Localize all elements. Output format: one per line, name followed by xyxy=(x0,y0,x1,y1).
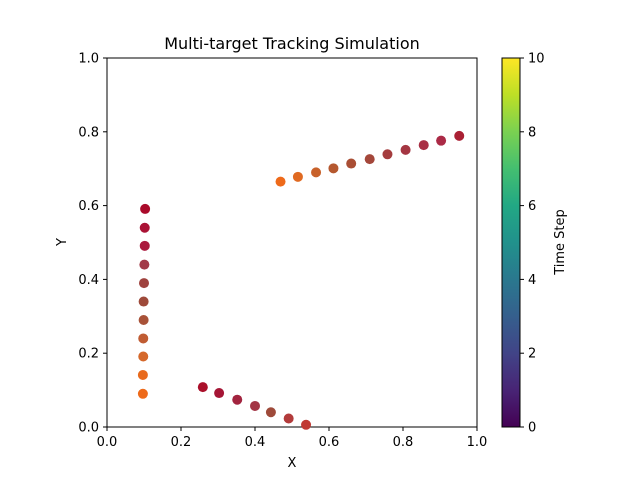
plot-frame xyxy=(106,57,478,428)
data-point xyxy=(346,158,357,169)
data-point xyxy=(364,154,375,165)
y-tick-label: 0.6 xyxy=(78,199,99,214)
colorbar-tick-label: 4 xyxy=(528,273,536,288)
colorbar-ticks: 0 2 4 6 8 10 xyxy=(520,52,545,436)
colorbar-frame xyxy=(501,57,521,428)
colorbar-label: Time Step xyxy=(553,209,568,276)
x-tick-label: 0.2 xyxy=(171,435,192,450)
points-layer xyxy=(137,130,465,430)
x-axis-ticks: 0.0 0.2 0.4 0.6 0.8 1.0 xyxy=(97,427,488,450)
y-tick-label: 0.0 xyxy=(78,421,99,436)
y-tick-label: 1.0 xyxy=(78,52,99,67)
colorbar-tick-label: 10 xyxy=(528,52,545,67)
data-point xyxy=(283,413,294,424)
data-point xyxy=(138,314,149,325)
data-point xyxy=(137,369,148,380)
series-1 xyxy=(275,130,465,187)
y-tick-label: 0.8 xyxy=(78,125,99,140)
data-point xyxy=(232,394,243,405)
data-point xyxy=(214,388,225,399)
data-point xyxy=(250,400,260,411)
colorbar-tick-label: 2 xyxy=(528,347,536,362)
x-tick-label: 0.8 xyxy=(393,435,414,450)
data-point xyxy=(265,407,276,418)
data-point xyxy=(138,296,149,307)
x-tick-label: 0.4 xyxy=(245,435,266,450)
data-point xyxy=(400,144,411,155)
data-point xyxy=(138,351,149,362)
data-point xyxy=(139,240,150,251)
data-point xyxy=(382,149,393,160)
series-2 xyxy=(137,203,151,399)
x-tick-label: 1.0 xyxy=(467,435,488,450)
x-tick-label: 0.6 xyxy=(319,435,340,450)
data-point xyxy=(140,203,151,214)
colorbar-tick-label: 6 xyxy=(528,199,536,214)
y-axis-ticks: 0.0 0.2 0.4 0.6 0.8 1.0 xyxy=(78,52,107,436)
data-point xyxy=(418,140,429,151)
data-point xyxy=(197,382,208,393)
x-tick-label: 0.0 xyxy=(97,435,118,450)
data-point xyxy=(454,130,465,141)
data-point xyxy=(137,388,148,399)
x-axis-label: X xyxy=(288,456,297,471)
colorbar-tick-label: 0 xyxy=(528,421,536,436)
colorbar-gradient xyxy=(502,58,520,427)
data-point xyxy=(328,163,339,174)
data-point xyxy=(292,171,303,182)
y-tick-label: 0.4 xyxy=(78,273,99,288)
data-point xyxy=(139,222,150,233)
chart-title: Multi-target Tracking Simulation xyxy=(164,34,420,53)
y-tick-label: 0.2 xyxy=(78,347,99,362)
data-point xyxy=(139,278,149,289)
data-point xyxy=(138,333,149,344)
colorbar: 0 2 4 6 8 10 Time Step xyxy=(501,52,568,436)
data-point xyxy=(311,167,322,178)
plot-area: 0.0 0.2 0.4 0.6 0.8 1.0 0.0 0.2 0.4 0.6 0.8 1.0 xyxy=(78,52,487,451)
y-axis-label: Y xyxy=(55,238,70,247)
data-point xyxy=(301,419,312,430)
data-point xyxy=(139,259,150,270)
series-3 xyxy=(197,382,312,430)
data-point xyxy=(436,135,447,146)
data-point xyxy=(275,176,286,187)
colorbar-tick-label: 8 xyxy=(528,125,536,140)
